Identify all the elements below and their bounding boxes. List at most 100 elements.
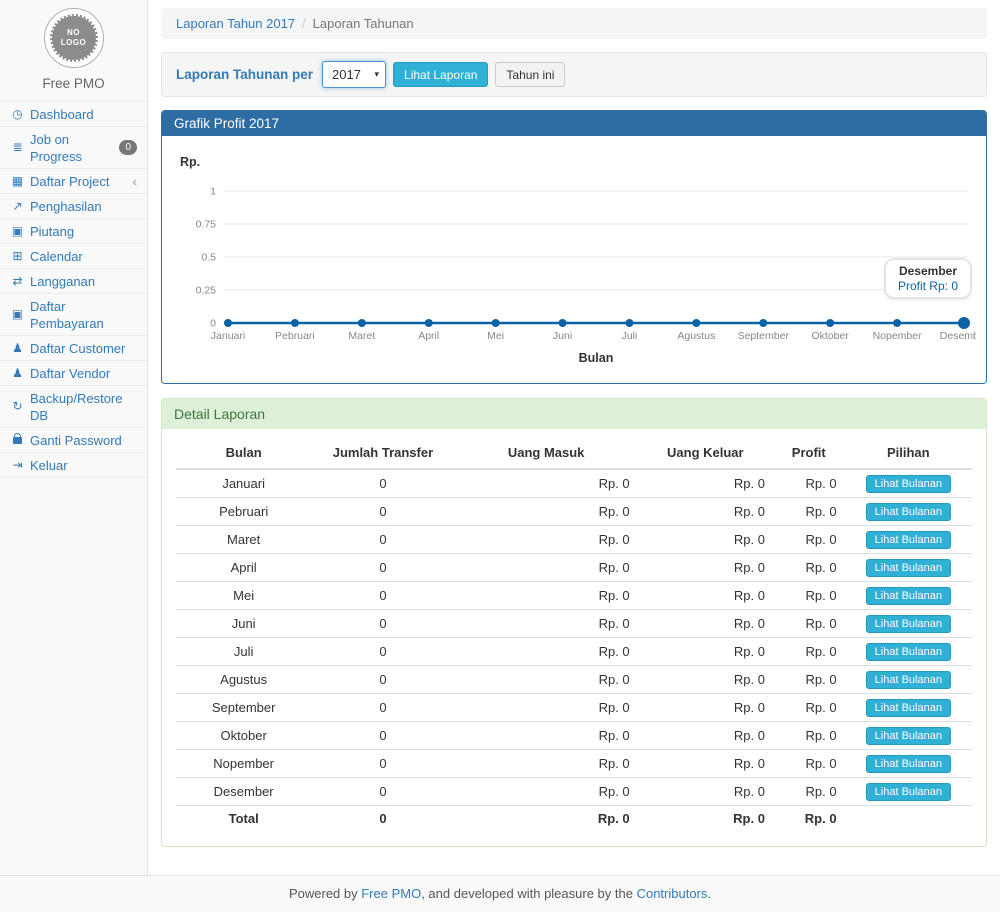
- cell-jumlah-transfer: 0: [311, 721, 455, 750]
- lihat-bulanan-button[interactable]: Lihat Bulanan: [865, 754, 951, 773]
- repeat-icon: ⇄: [12, 273, 23, 288]
- table-total-row: Total 0 Rp. 0 Rp. 0 Rp. 0: [176, 805, 972, 830]
- cell-bulan: Maret: [176, 525, 312, 554]
- x-tick-label: Januari: [211, 330, 245, 342]
- chart-point-januari[interactable]: [224, 319, 232, 327]
- lihat-bulanan-button[interactable]: Lihat Bulanan: [865, 642, 951, 661]
- cell-uang-keluar: Rp. 0: [637, 468, 773, 498]
- y-tick-label: 0.5: [201, 252, 216, 264]
- cell-jumlah-transfer: 0: [311, 581, 455, 610]
- cell-uang-masuk: Rp. 0: [454, 609, 638, 638]
- sidebar-item-label: Calendar: [30, 248, 83, 264]
- lihat-bulanan-button[interactable]: Lihat Bulanan: [865, 670, 951, 689]
- sidebar-item-langganan[interactable]: ⇄ Langganan: [0, 269, 147, 294]
- x-tick-label: Oktober: [812, 330, 850, 342]
- table-row: September 0 Rp. 0 Rp. 0 Rp. 0 Lihat Bulanan: [176, 693, 972, 722]
- chart-point-juni[interactable]: [558, 319, 567, 327]
- cell-profit: Rp. 0: [772, 497, 845, 526]
- cell-pilihan: Lihat Bulanan: [844, 777, 972, 806]
- chart-point-pebruari[interactable]: [290, 319, 299, 327]
- lock-icon: [10, 432, 25, 449]
- chart-point-nopember[interactable]: [893, 319, 902, 327]
- sidebar-item-label: Daftar Customer: [30, 340, 126, 356]
- footer-link-contributors[interactable]: Contributors: [636, 886, 708, 901]
- year-filter-form: Laporan Tahunan per 2017 ▾ Lihat Laporan…: [161, 52, 987, 97]
- chart-tooltip: Desember Profit Rp: 0: [883, 258, 972, 299]
- sidebar-item-label: Piutang: [30, 223, 75, 239]
- year-select[interactable]: 2017 ▾: [322, 61, 387, 88]
- chart-point-mei[interactable]: [491, 319, 500, 327]
- cell-bulan: Pebruari: [176, 497, 312, 526]
- dashboard-icon: ◷: [12, 106, 23, 121]
- money-icon: ▣: [11, 223, 24, 238]
- profit-chart-panel: Grafik Profit 2017 Desember Profit Rp: 0…: [161, 110, 989, 384]
- chart-point-april[interactable]: [424, 319, 433, 327]
- lihat-bulanan-button[interactable]: Lihat Bulanan: [865, 698, 951, 717]
- breadcrumb: Laporan Tahun 2017 / Laporan Tahunan: [161, 8, 987, 39]
- x-tick-label: Mei: [487, 330, 504, 342]
- table-row: April 0 Rp. 0 Rp. 0 Rp. 0 Lihat Bulanan: [176, 553, 972, 582]
- logo-text-line2: LOGO: [60, 38, 87, 47]
- sidebar-item-daftar-vendor[interactable]: ♟ Daftar Vendor: [0, 361, 147, 386]
- lihat-bulanan-button[interactable]: Lihat Bulanan: [865, 782, 951, 801]
- sidebar-item-backup-restore-db[interactable]: ↻ Backup/Restore DB: [0, 386, 147, 428]
- sidebar-item-daftar-project[interactable]: ▦ Daftar Project ‹: [0, 169, 147, 194]
- cell-pilihan: Lihat Bulanan: [844, 749, 972, 778]
- chart-point-juli[interactable]: [625, 319, 634, 327]
- breadcrumb-link-laporan-tahun[interactable]: Laporan Tahun 2017: [176, 16, 296, 31]
- lihat-bulanan-button[interactable]: Lihat Bulanan: [865, 558, 951, 577]
- y-tick-label: 0.25: [196, 285, 217, 297]
- sidebar-item-ganti-password[interactable]: Ganti Password: [0, 428, 147, 453]
- cell-jumlah-transfer: 0: [311, 749, 455, 778]
- chart-point-oktober[interactable]: [826, 319, 835, 327]
- table-row: Juni 0 Rp. 0 Rp. 0 Rp. 0 Lihat Bulanan: [176, 609, 972, 638]
- chart-point-september[interactable]: [759, 319, 768, 327]
- cell-uang-masuk: Rp. 0: [454, 497, 638, 526]
- lihat-laporan-button[interactable]: Lihat Laporan: [393, 62, 489, 87]
- cell-bulan: Juli: [176, 637, 312, 666]
- chart-point-maret[interactable]: [357, 319, 366, 327]
- sidebar-item-penghasilan[interactable]: ↗ Penghasilan: [0, 194, 147, 219]
- cell-pilihan: Lihat Bulanan: [844, 665, 972, 694]
- sidebar-item-job-on-progress[interactable]: ≣ Job on Progress 0: [0, 127, 147, 169]
- line-chart-icon: ↗: [12, 198, 23, 213]
- lihat-bulanan-button[interactable]: Lihat Bulanan: [865, 474, 951, 493]
- lihat-bulanan-button[interactable]: Lihat Bulanan: [865, 586, 951, 605]
- sidebar-item-piutang[interactable]: ▣ Piutang: [0, 219, 147, 244]
- chart-point-desember[interactable]: [958, 317, 970, 329]
- lihat-bulanan-button[interactable]: Lihat Bulanan: [865, 530, 951, 549]
- cell-profit: Rp. 0: [772, 637, 845, 666]
- column-header-jumlah-transfer: Jumlah Transfer: [311, 437, 455, 470]
- cell-bulan: September: [176, 693, 312, 722]
- sidebar-item-label: Daftar Project: [30, 173, 110, 189]
- sidebar-item-keluar[interactable]: ⇥ Keluar: [0, 453, 147, 478]
- cell-uang-masuk: Rp. 0: [454, 581, 638, 610]
- detail-table: Bulan Jumlah Transfer Uang Masuk Uang Kelua…: [176, 437, 972, 830]
- column-header-pilihan: Pilihan: [844, 437, 972, 470]
- sidebar-item-label: Ganti Password: [30, 432, 122, 448]
- tahun-ini-button[interactable]: Tahun ini: [495, 62, 566, 87]
- sidebar-item-dashboard[interactable]: ◷ Dashboard: [0, 102, 147, 127]
- sidebar-item-daftar-pembayaran[interactable]: ▣ Daftar Pembayaran: [0, 294, 147, 336]
- sidebar-item-label: Daftar Vendor: [30, 365, 111, 381]
- table-header-row: Bulan Jumlah Transfer Uang Masuk Uang Kelua…: [176, 437, 972, 470]
- cell-uang-keluar: Rp. 0: [637, 553, 773, 582]
- sidebar-item-calendar[interactable]: ⊞ Calendar: [0, 244, 147, 269]
- cell-jumlah-transfer: 0: [311, 497, 455, 526]
- cell-profit: Rp. 0: [772, 581, 845, 610]
- table-row: Nopember 0 Rp. 0 Rp. 0 Rp. 0 Lihat Bulanan: [176, 749, 972, 778]
- footer-text-suffix: .: [707, 886, 712, 901]
- total-jumlah-transfer: 0: [311, 805, 455, 830]
- sidebar-item-daftar-customer[interactable]: ♟ Daftar Customer: [0, 336, 147, 361]
- cell-jumlah-transfer: 0: [311, 553, 455, 582]
- footer-link-free-pmo[interactable]: Free PMO: [361, 886, 422, 901]
- lihat-bulanan-button[interactable]: Lihat Bulanan: [865, 726, 951, 745]
- lihat-bulanan-button[interactable]: Lihat Bulanan: [865, 502, 951, 521]
- tooltip-month: Desember: [898, 264, 957, 278]
- cell-jumlah-transfer: 0: [311, 637, 455, 666]
- cell-uang-masuk: Rp. 0: [454, 749, 638, 778]
- cell-jumlah-transfer: 0: [311, 777, 455, 806]
- chart-point-agustus[interactable]: [692, 319, 701, 327]
- lihat-bulanan-button[interactable]: Lihat Bulanan: [865, 614, 951, 633]
- cell-uang-keluar: Rp. 0: [637, 637, 773, 666]
